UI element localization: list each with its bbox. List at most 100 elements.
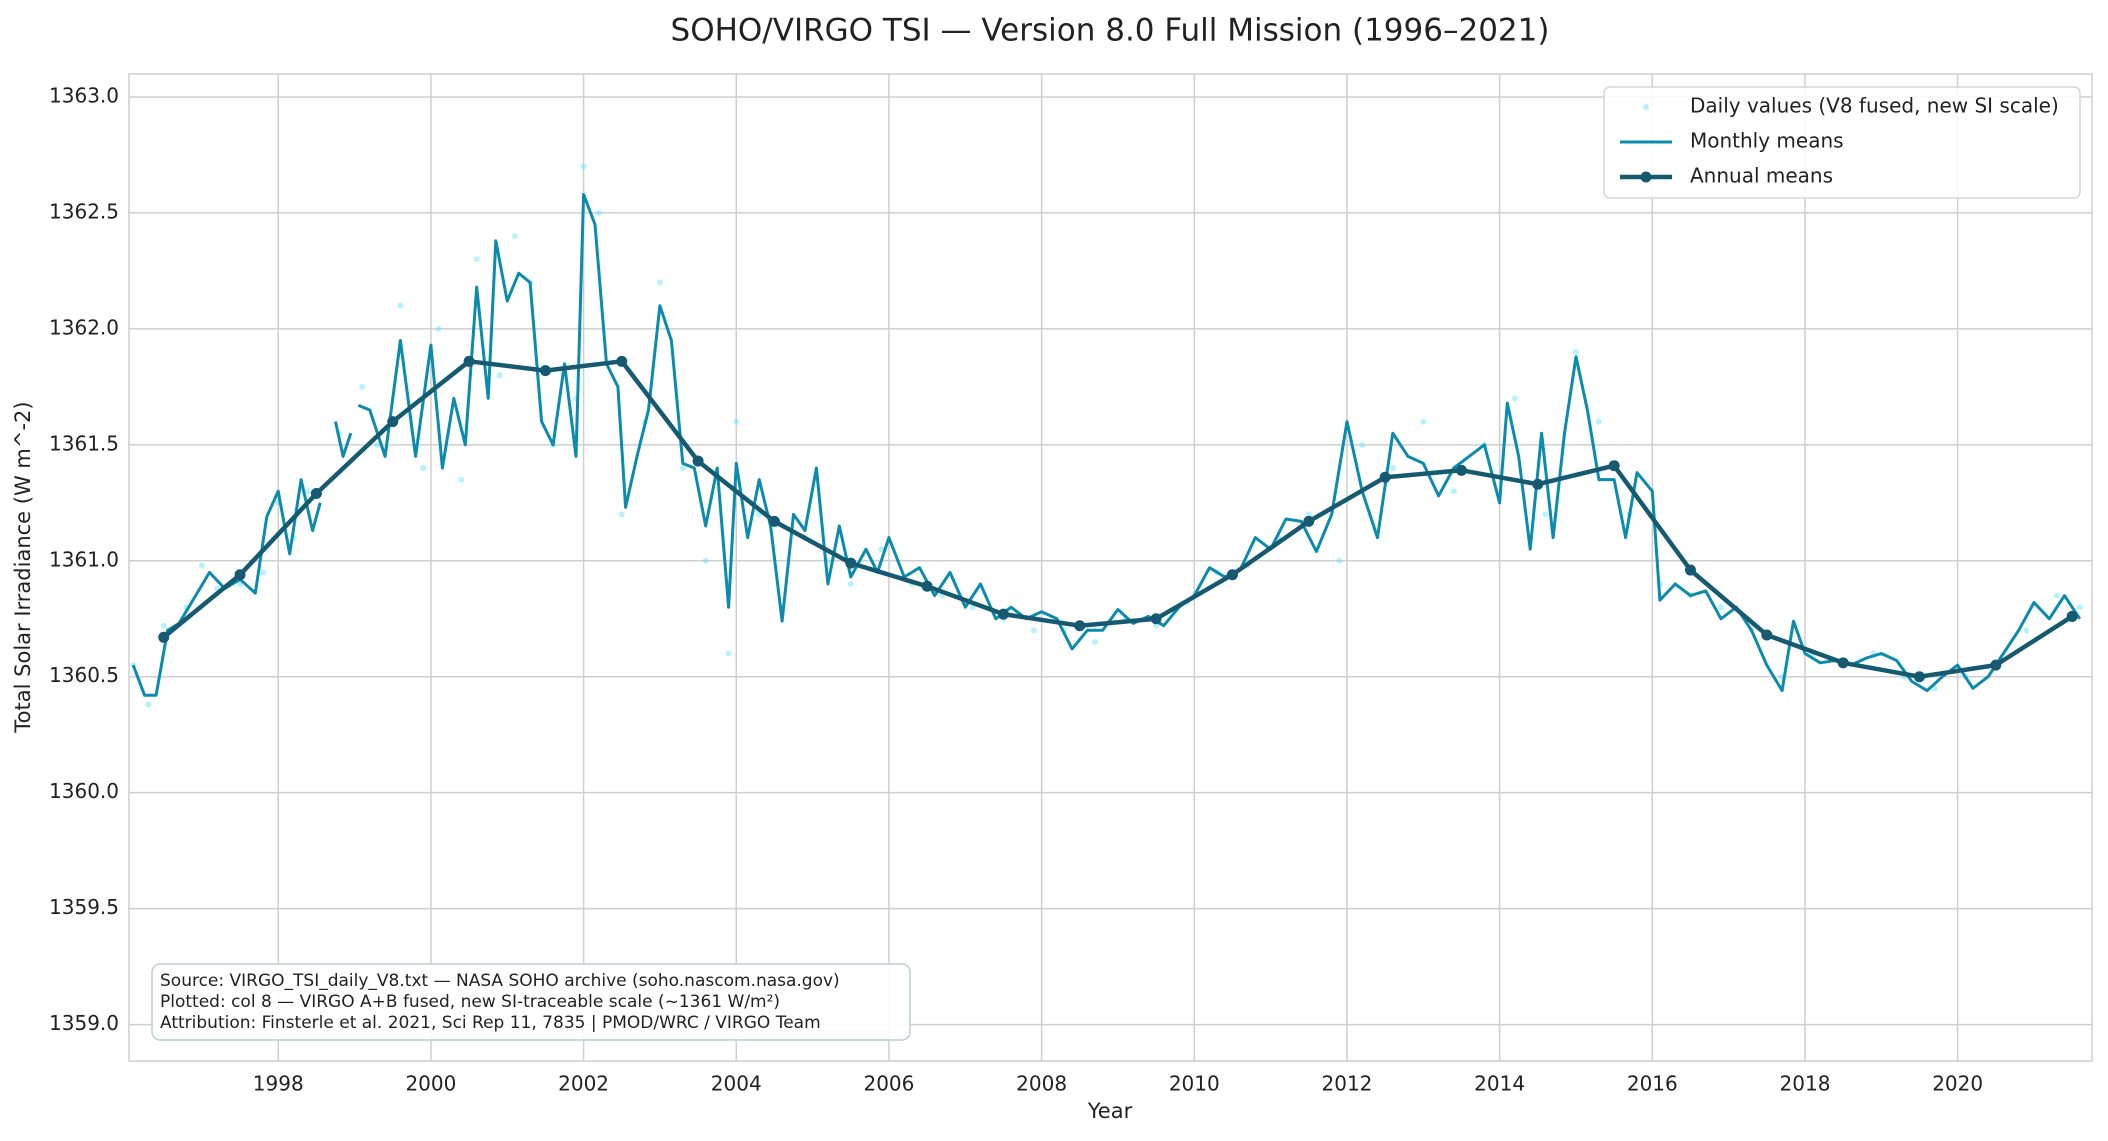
annual-marker [997, 608, 1009, 620]
x-tick-label: 2012 [1322, 1072, 1373, 1096]
annual-marker [1303, 515, 1315, 527]
x-tick-label: 1998 [253, 1072, 304, 1096]
x-tick-label: 2016 [1627, 1072, 1678, 1096]
daily-point [458, 476, 465, 483]
annual-marker [1074, 620, 1086, 632]
annual-marker [1990, 659, 2002, 671]
legend: Daily values (V8 fused, new SI scale) Mon… [1603, 86, 2081, 199]
daily-point [1336, 557, 1343, 564]
y-tick-label: 1363.0 [49, 83, 119, 107]
daily-point [1092, 638, 1099, 645]
annotation: Source: VIRGO_TSI_daily_V8.txt — NASA SO… [151, 963, 911, 1041]
daily-point [618, 511, 625, 518]
annual-marker [234, 569, 246, 581]
daily-point [847, 580, 854, 587]
annual-marker [1684, 564, 1696, 576]
daily-point [1153, 622, 1160, 629]
annual-marker [387, 416, 399, 428]
y-tick-label: 1361.5 [49, 431, 119, 455]
annotation-box [151, 963, 911, 1041]
y-tick-label: 1360.0 [49, 779, 119, 803]
annual-marker [1608, 460, 1620, 472]
daily-point [198, 562, 205, 569]
y-tick-label: 1359.5 [49, 895, 119, 919]
y-tick-label: 1360.5 [49, 663, 119, 687]
daily-point [259, 569, 266, 576]
daily-point [1718, 604, 1725, 611]
daily-point [473, 256, 480, 263]
x-tick-label: 2004 [711, 1072, 762, 1096]
annual-marker [310, 488, 322, 500]
annual-marker [158, 631, 170, 643]
daily-point [397, 302, 404, 309]
daily-point [145, 701, 152, 708]
y-tick-label: 1359.0 [49, 1011, 119, 1035]
x-tick-label: 2000 [405, 1072, 456, 1096]
daily-point [420, 465, 427, 472]
daily-point [435, 325, 442, 332]
annual-marker [921, 580, 933, 592]
annual-marker [1379, 471, 1391, 483]
daily-point [1572, 349, 1579, 356]
daily-point [2053, 592, 2060, 599]
annual-marker [768, 515, 780, 527]
annual-marker [692, 455, 704, 467]
legend-label: Monthly means [1690, 129, 1844, 153]
daily-point [2076, 604, 2083, 611]
x-tick-label: 2010 [1169, 1072, 1220, 1096]
x-tick-label: 2002 [558, 1072, 609, 1096]
annual-marker [1837, 657, 1849, 669]
annual-marker [539, 365, 551, 377]
y-tick-label: 1362.5 [49, 199, 119, 223]
daily-point [1030, 627, 1037, 634]
annual-line [162, 359, 2074, 679]
x-tick-label: 2006 [863, 1072, 914, 1096]
legend-label: Annual means [1690, 164, 1833, 188]
daily-point [1359, 441, 1366, 448]
legend-label: Daily values (V8 fused, new SI scale) [1690, 94, 2059, 118]
annual-marker [616, 355, 628, 367]
x-tick-label: 2014 [1474, 1072, 1525, 1096]
annual-marker [1913, 671, 1925, 683]
annual-marker [845, 557, 857, 569]
daily-point [878, 546, 885, 553]
annotation-line: Plotted: col 8 — VIRGO A+B fused, new SI… [160, 992, 780, 1012]
legend-swatch [1643, 104, 1649, 110]
annual-marker [1532, 478, 1544, 490]
daily-point [1305, 511, 1312, 518]
chart-title: SOHO/VIRGO TSI — Version 8.0 Full Missio… [671, 13, 1550, 49]
daily-point [511, 233, 518, 240]
daily-point [1450, 488, 1457, 495]
x-tick-label: 2020 [1932, 1072, 1983, 1096]
x-tick-label: 2008 [1016, 1072, 1067, 1096]
daily-point [496, 372, 503, 379]
daily-point [679, 465, 686, 472]
annual-marker [1226, 569, 1238, 581]
daily-point [580, 163, 587, 170]
daily-point [359, 383, 366, 390]
daily-point [1389, 465, 1396, 472]
x-tick-label: 2018 [1780, 1072, 1831, 1096]
daily-point [305, 488, 312, 495]
daily-point [1542, 511, 1549, 518]
legend-box [1603, 86, 2081, 199]
daily-point [2023, 627, 2030, 634]
annual-marker [2066, 610, 2078, 622]
daily-point [702, 557, 709, 564]
daily-point [1511, 395, 1518, 402]
y-tick-label: 1362.0 [49, 315, 119, 339]
daily-point [656, 279, 663, 286]
y-axis-label: Total Solar Irradiance (W m^-2) [11, 401, 35, 733]
annual-marker [463, 355, 475, 367]
daily-point [160, 622, 167, 629]
daily-point [725, 650, 732, 657]
daily-point [1595, 418, 1602, 425]
plot-frame [128, 73, 2093, 1062]
annual-marker [1455, 464, 1467, 476]
y-tick-label: 1361.0 [49, 547, 119, 571]
daily-point [595, 209, 602, 216]
x-axis-label: Year [1087, 1099, 1133, 1123]
daily-point [1420, 418, 1427, 425]
